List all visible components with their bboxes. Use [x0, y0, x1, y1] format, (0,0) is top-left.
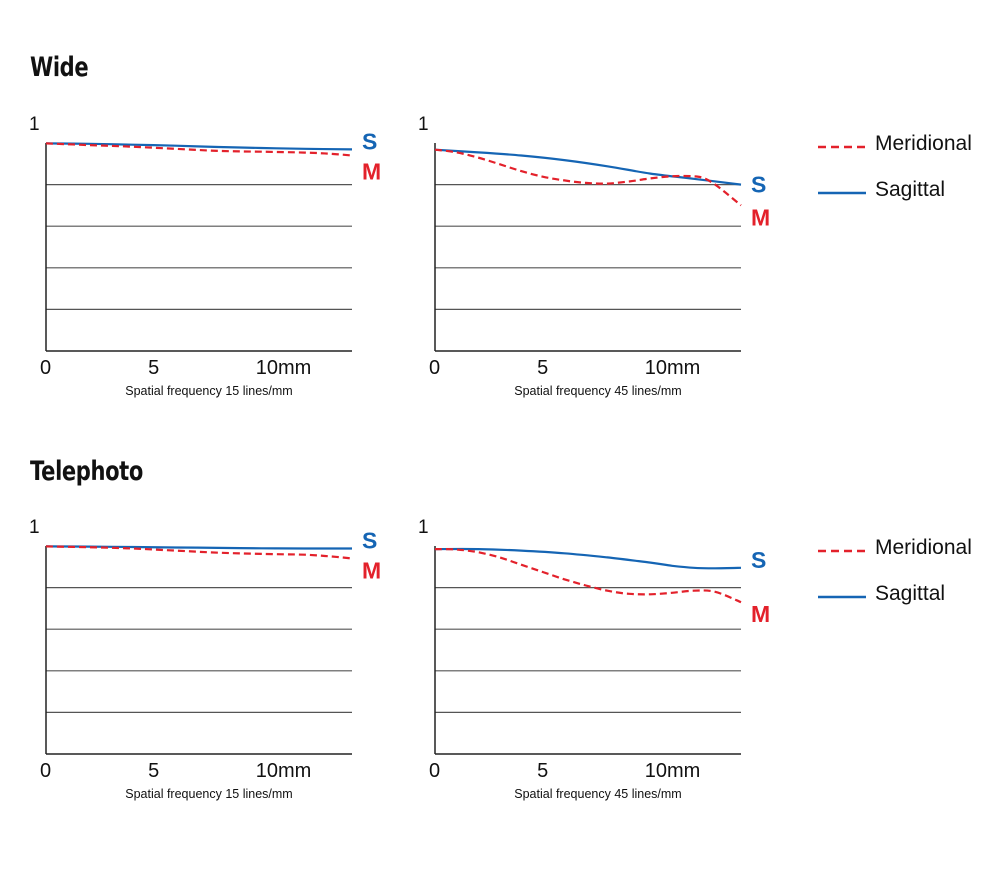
series-end-label-meridional: M: [751, 601, 770, 627]
x-axis-label: Spatial frequency 45 lines/mm: [514, 787, 681, 801]
legend-label-sagittal: Sagittal: [875, 178, 946, 201]
series-end-label-sagittal: S: [751, 547, 766, 573]
x-tick-label: 0: [40, 760, 51, 782]
series-end-label-meridional: M: [362, 557, 381, 583]
section-title-wide: Wide: [30, 52, 89, 83]
x-tick-label: 5: [148, 760, 159, 782]
series-end-label-sagittal: S: [362, 527, 377, 553]
legend-label-meridional: Meridional: [875, 132, 972, 155]
legend-swatch-sagittal: [818, 595, 866, 599]
x-axis-label: Spatial frequency 15 lines/mm: [125, 384, 292, 398]
x-tick-label: 0: [40, 357, 51, 379]
legend-label-sagittal: Sagittal: [875, 582, 946, 605]
series-end-label-meridional: M: [751, 204, 770, 230]
x-tick-label: 0: [429, 760, 440, 782]
x-tick-label: 5: [537, 760, 548, 782]
series-line-sagittal: [45, 142, 353, 151]
x-tick-label: 10mm: [645, 357, 701, 379]
section-title-telephoto: Telephoto: [30, 456, 143, 487]
series-line-sagittal: [434, 148, 742, 186]
series-end-label-sagittal: S: [751, 172, 766, 198]
x-tick-label: 10mm: [645, 760, 701, 782]
y-tick-label: 1: [29, 517, 40, 538]
series-end-label-meridional: M: [362, 158, 381, 184]
x-tick-label: 0: [429, 357, 440, 379]
y-tick-label: 1: [418, 114, 429, 135]
x-tick-label: 10mm: [256, 357, 312, 379]
x-tick-label: 5: [148, 357, 159, 379]
series-line-meridional: [45, 142, 353, 157]
x-axis-label: Spatial frequency 45 lines/mm: [514, 384, 681, 398]
legend-swatch-meridional: [818, 145, 866, 149]
legend-label-meridional: Meridional: [875, 536, 972, 559]
y-tick-label: 1: [418, 517, 429, 538]
series-end-label-sagittal: S: [362, 128, 377, 154]
x-tick-label: 5: [537, 357, 548, 379]
series-line-meridional: [45, 545, 353, 560]
series-line-meridional: [434, 548, 742, 604]
series-line-sagittal: [434, 547, 742, 570]
y-tick-label: 1: [29, 114, 40, 135]
legend-swatch-sagittal: [818, 191, 866, 195]
series-line-meridional: [434, 148, 742, 207]
legend-swatch-meridional: [818, 549, 866, 553]
x-axis-label: Spatial frequency 15 lines/mm: [125, 787, 292, 801]
x-tick-label: 10mm: [256, 760, 312, 782]
